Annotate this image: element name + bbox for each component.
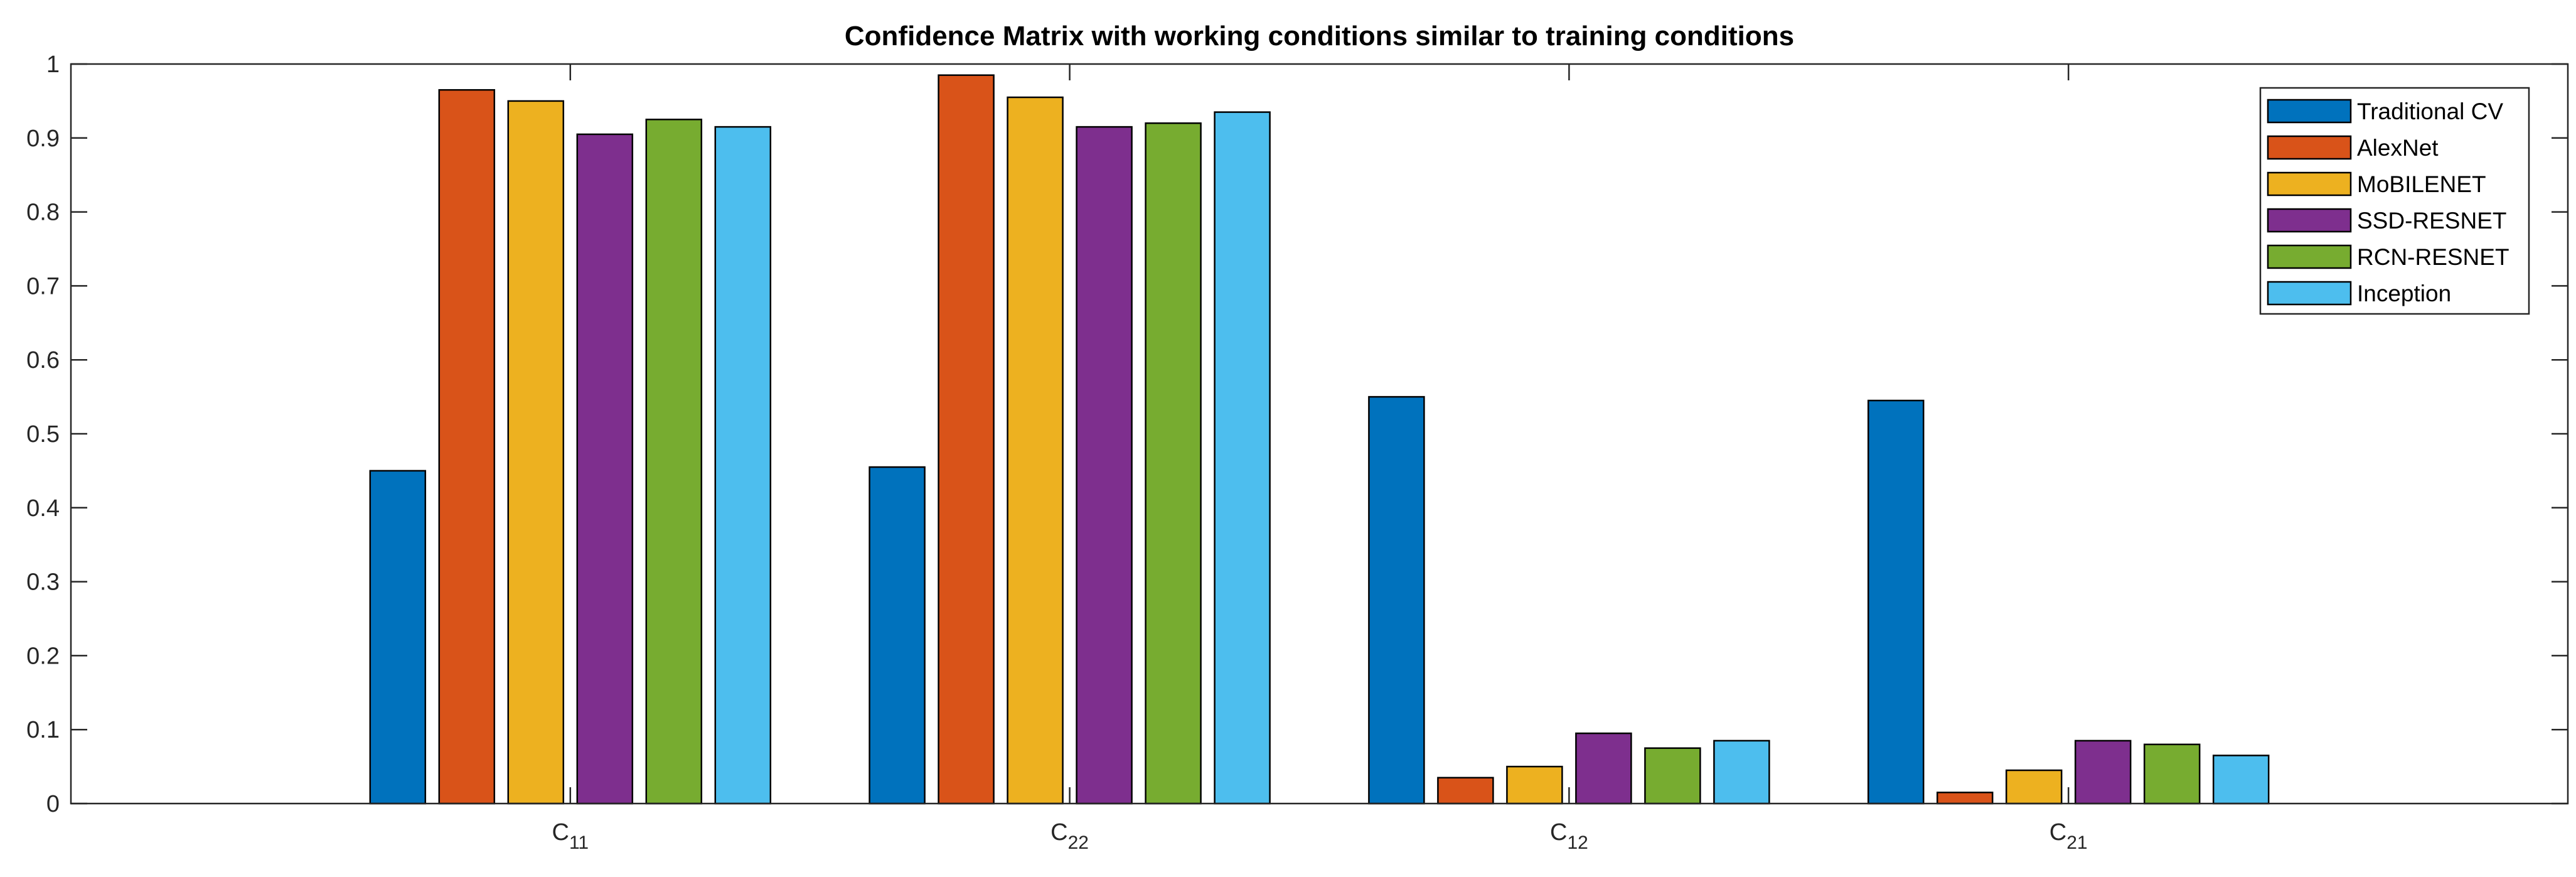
chart-title: Confidence Matrix with working condition… [845,21,1794,51]
x-tick-label-subscript: 21 [2066,832,2087,853]
x-tick-label: C21 [2050,819,2088,853]
x-tick-label-base: C [1550,819,1567,846]
x-tick-label-subscript: 22 [1068,832,1089,853]
x-tick-label-base: C [552,819,569,846]
bar [1644,747,1701,805]
bar [1575,732,1632,805]
bar [1007,96,1064,805]
y-tick-label: 0.1 [26,717,60,743]
legend-label: RCN-RESNET [2357,244,2509,270]
legend-swatch [2267,244,2352,269]
y-tick-label: 1 [46,51,60,78]
y-tick-label: 0.3 [26,569,60,596]
legend-label: Inception [2357,281,2451,306]
bar [438,89,496,805]
y-tick-label: 0.2 [26,643,60,669]
bar [1368,395,1425,805]
legend-label: AlexNet [2357,135,2439,161]
bar [1867,399,1925,805]
legend: Traditional CV AlexNet MoBILENET SSD-RESNET… [2259,87,2530,315]
x-tick-label-base: C [2050,819,2066,846]
legend-label: Traditional CV [2357,99,2503,124]
y-tick-label: 0.6 [26,347,60,374]
legend-swatch [2267,99,2352,124]
x-tick-label-subscript: 11 [569,832,589,853]
bar [1076,126,1133,805]
bar [1936,792,1994,805]
bar [714,126,772,805]
legend-item: SSD-RESNET [2267,208,2506,234]
y-tick-label: 0.7 [26,273,60,299]
legend-box [2259,87,2530,315]
bar [938,74,995,805]
bar [369,470,427,805]
bar [1214,111,1271,805]
legend-item: MoBILENET [2267,171,2486,197]
x-tick-label: C12 [1550,819,1588,853]
y-tick-label: 0.8 [26,200,60,226]
bar [2212,755,2270,805]
series-3 [576,126,2132,805]
legend-label: MoBILENET [2357,171,2486,197]
legend-item: AlexNet [2267,135,2439,161]
legend-swatch [2267,135,2352,160]
bar [868,466,926,805]
y-tick-label: 0 [46,791,60,817]
legend-swatch [2267,208,2352,233]
legend-item: RCN-RESNET [2267,244,2509,270]
x-tick-label: C11 [552,819,589,853]
bar [2074,740,2132,805]
legend-item: Inception [2267,281,2451,306]
series-2 [507,96,2063,805]
bar [1145,122,1202,805]
x-tick-label: C22 [1050,819,1089,853]
series-1 [438,74,1994,805]
legend-item: Traditional CV [2267,99,2503,124]
y-tick-label: 0.5 [26,421,60,448]
bar [507,100,565,805]
bar [1713,740,1770,805]
bar [1506,765,1563,805]
bar [1437,777,1494,805]
x-tick-label-base: C [1050,819,1067,846]
legend-swatch [2267,281,2352,306]
series-5 [714,111,2270,805]
series-0 [369,395,1925,805]
x-tick-label-subscript: 12 [1567,832,1588,853]
bar [2143,743,2201,805]
y-tick-label: 0.9 [26,126,60,152]
legend-label: SSD-RESNET [2357,208,2506,234]
y-tick-label: 0.4 [26,495,60,522]
bar [645,119,703,805]
series-4 [645,119,2201,805]
legend-swatch [2267,171,2352,196]
bar [2005,769,2063,805]
bar [576,133,634,805]
